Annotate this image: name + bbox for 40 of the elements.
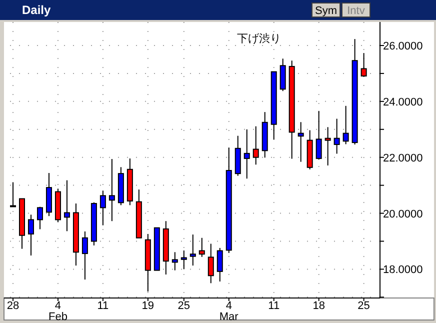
- candlestick: [324, 126, 331, 166]
- candlestick: [244, 128, 250, 180]
- candlestick: [180, 250, 187, 270]
- candlestick: [10, 182, 16, 208]
- x-tick-label: 4 Feb: [48, 300, 68, 323]
- x-tick-label: 4 Mar: [219, 300, 239, 323]
- x-tick-label: 19: [142, 300, 154, 312]
- candlestick: [208, 243, 214, 284]
- x-tick-label: 11: [97, 300, 109, 312]
- x-tick-label: 25: [178, 300, 190, 312]
- candlestick: [190, 234, 196, 266]
- candlestick: [64, 180, 70, 232]
- candlestick: [28, 214, 34, 256]
- candlestick: [108, 158, 115, 222]
- candlestick: [36, 206, 43, 230]
- x-tick-label: 25: [358, 300, 370, 312]
- candlestick: [216, 247, 223, 282]
- candlestick: [334, 118, 340, 154]
- candlestick: [252, 126, 259, 166]
- candlestick: [198, 237, 205, 258]
- chart-title: Daily: [22, 3, 52, 17]
- candlestick: [100, 190, 106, 226]
- candlestick: [342, 105, 349, 145]
- text: Intv: [347, 5, 366, 17]
- x-tick-label: 18: [312, 300, 325, 312]
- candlestick: [82, 230, 88, 280]
- x-tick-label: 28: [6, 300, 20, 312]
- y-tick-label: 26.0000: [383, 40, 423, 52]
- x-tick-label: 11: [268, 300, 280, 312]
- y-tick-label: 20.0000: [383, 208, 423, 220]
- candlestick: [172, 252, 178, 271]
- candlestick: [280, 58, 286, 92]
- y-tick-label: 24.0000: [383, 96, 423, 108]
- y-tick-label: 18.0000: [383, 264, 423, 276]
- candlestick: [316, 110, 322, 160]
- text: Sym: [315, 5, 337, 17]
- y-tick-label: 22.0000: [383, 152, 423, 164]
- annotation: 下げ渋り: [237, 32, 281, 45]
- candlestick: [298, 122, 304, 162]
- candlestick: [360, 52, 367, 78]
